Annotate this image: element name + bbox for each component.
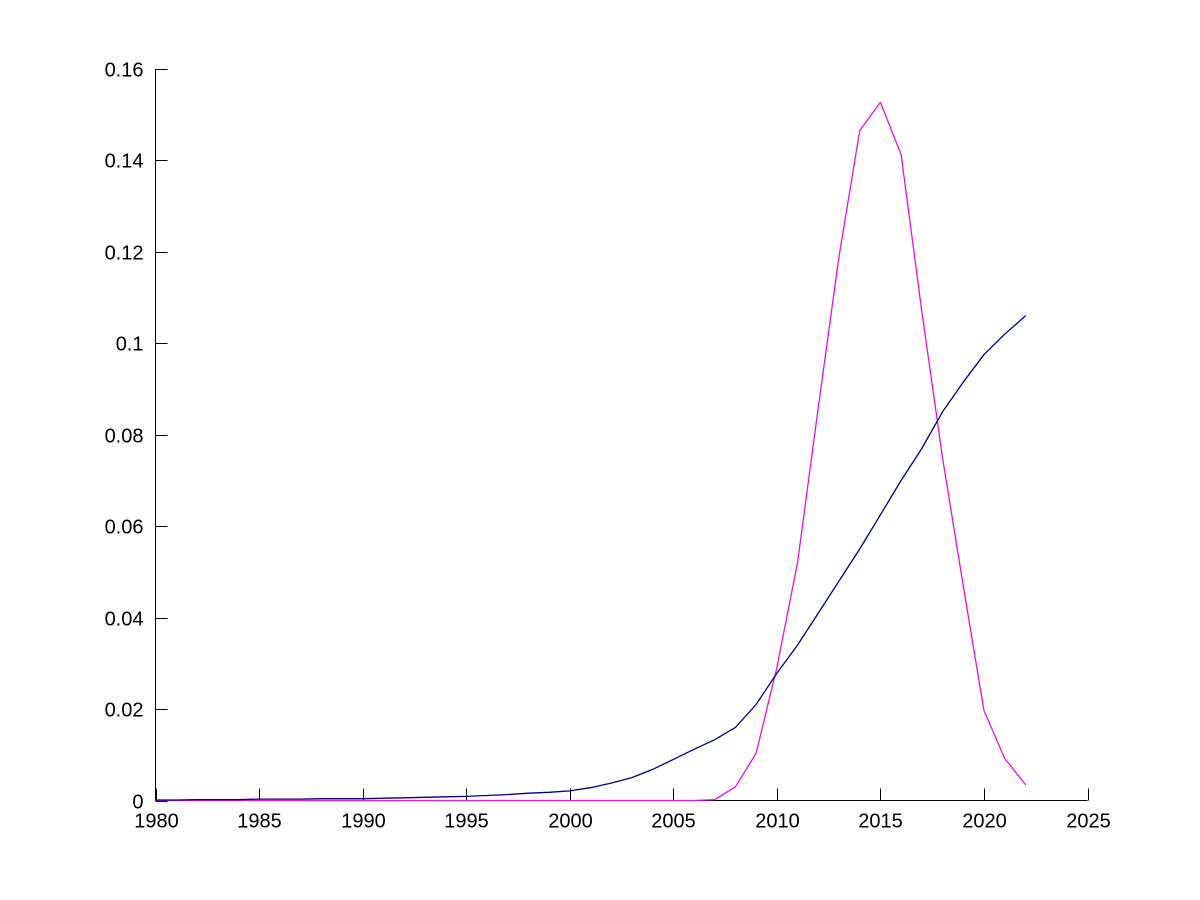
y-tick-label: 0.16 [105, 60, 144, 82]
series-line-magenta-bell-curve [154, 101, 1027, 802]
x-tick-label: 1980 [134, 811, 179, 833]
y-tick-label: 0.08 [105, 426, 144, 448]
y-tick-label: 0.1 [116, 334, 144, 356]
axes [155, 69, 1089, 802]
x-tick-label: 2005 [651, 811, 696, 833]
x-tick-label: 2000 [548, 811, 593, 833]
y-tick-label: 0 [132, 792, 143, 814]
x-tick-label: 2020 [962, 811, 1007, 833]
x-tick-label: 2025 [1066, 811, 1111, 833]
y-tick-label: 0.04 [105, 609, 144, 631]
x-tick-label: 1995 [444, 811, 489, 833]
y-tick-label: 0.06 [105, 517, 144, 539]
x-tick-label: 2015 [858, 811, 903, 833]
y-tick-label: 0.14 [105, 151, 144, 173]
x-tick-label: 2010 [755, 811, 800, 833]
series-line-dark-blue-rising-curve [154, 315, 1027, 801]
y-tick-label: 0.02 [105, 700, 144, 722]
plot-series [154, 101, 1027, 802]
tick-labels: 1980 1985 1990 1995 2000 2005 2010 2015 2020 2025… [105, 60, 1111, 833]
y-tick-label: 0.12 [105, 243, 144, 265]
x-tick-label: 1990 [341, 811, 386, 833]
x-tick-label: 1985 [237, 811, 282, 833]
